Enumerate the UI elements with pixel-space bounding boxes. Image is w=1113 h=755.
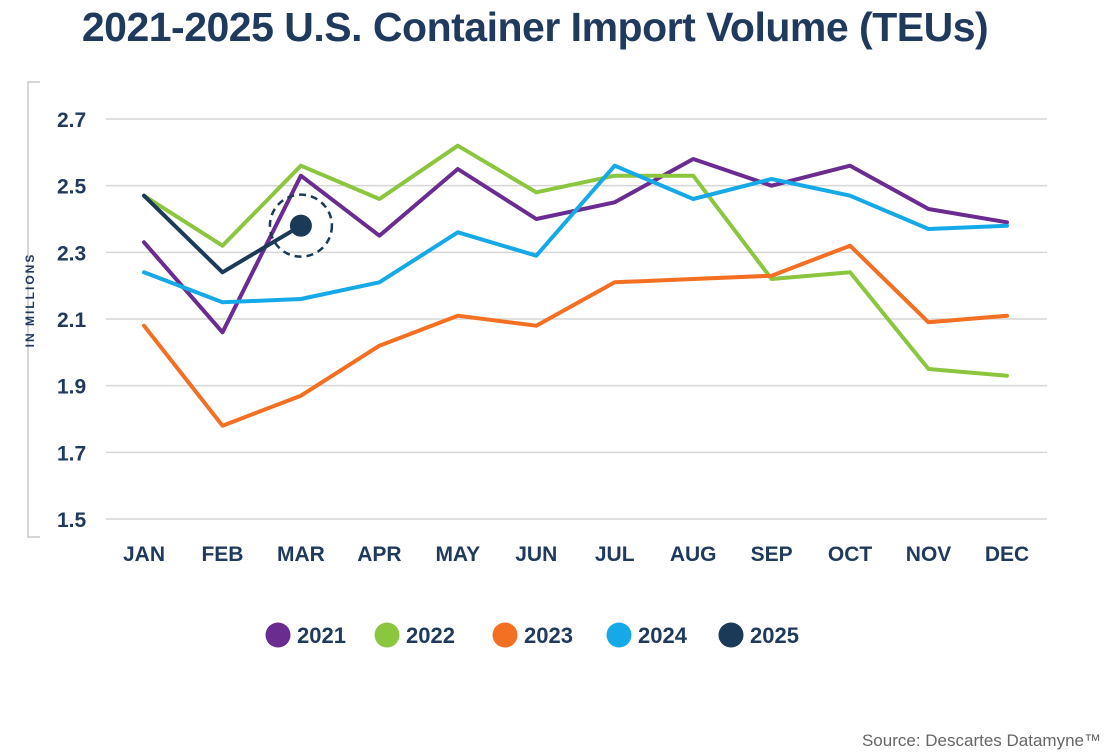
x-tick-label: NOV — [906, 543, 952, 566]
legend-label: 2024 — [638, 623, 688, 648]
legend-swatch — [606, 622, 632, 648]
x-tick-label: SEP — [751, 543, 793, 566]
y-tick-label: 2.5 — [57, 176, 87, 199]
series-line-2023 — [142, 243, 1009, 428]
legend-label: 2025 — [750, 623, 799, 648]
y-tick-label: 2.3 — [57, 242, 86, 265]
source-note: Source: Descartes Datamyne™ — [861, 731, 1101, 750]
x-tick-label: JUL — [595, 543, 635, 566]
highlight-marker — [268, 193, 334, 258]
legend-label: 2023 — [524, 623, 573, 648]
series-line-2025 — [142, 193, 303, 275]
legend-swatch — [718, 622, 744, 648]
legend-swatch — [265, 622, 291, 648]
x-tick-label: JUN — [515, 543, 557, 566]
y-tick-label: 2.1 — [57, 309, 87, 332]
x-tick-labels: JAN FEB MAR APR MAY JUN JUL AUG SEP OCT NOV DEC — [123, 543, 1029, 566]
y-tick-label: 1.7 — [57, 442, 86, 465]
y-axis-bracket — [27, 81, 40, 538]
legend-item-2023: 2023 — [492, 622, 573, 648]
highlight-ring — [268, 193, 334, 258]
x-tick-label: APR — [357, 543, 401, 566]
x-tick-label: MAR — [277, 543, 325, 566]
legend-item-2025: 2025 — [718, 622, 799, 648]
legend-swatch — [492, 622, 518, 648]
x-tick-label: AUG — [670, 543, 717, 566]
legend-label: 2021 — [297, 623, 346, 648]
y-tick-label: 1.5 — [57, 509, 87, 532]
legend-item-2021: 2021 — [265, 622, 346, 648]
legend-item-2022: 2022 — [374, 622, 455, 648]
legend: 2021 2022 2023 2024 2025 — [265, 622, 799, 648]
y-tick-label: 1.9 — [57, 376, 86, 399]
x-tick-label: DEC — [985, 543, 1029, 566]
x-tick-label: FEB — [201, 543, 243, 566]
legend-label: 2022 — [406, 623, 455, 648]
legend-swatch — [374, 622, 400, 648]
legend-item-2024: 2024 — [606, 622, 688, 648]
series-lines — [142, 143, 1009, 428]
gridlines — [106, 118, 1047, 520]
x-tick-label: JAN — [123, 543, 165, 566]
x-tick-label: MAY — [435, 543, 480, 566]
y-tick-label: 2.7 — [57, 109, 86, 132]
chart-title: 2021-2025 U.S. Container Import Volume (… — [81, 4, 989, 50]
highlight-dot — [289, 214, 312, 237]
x-tick-label: OCT — [828, 543, 873, 566]
series-line-2022 — [142, 143, 1009, 378]
y-tick-labels: 1.5 1.7 1.9 2.1 2.3 2.5 2.7 — [57, 109, 87, 532]
series-line-2024 — [142, 163, 1009, 305]
y-axis-label: IN MILLIONS — [23, 253, 37, 348]
